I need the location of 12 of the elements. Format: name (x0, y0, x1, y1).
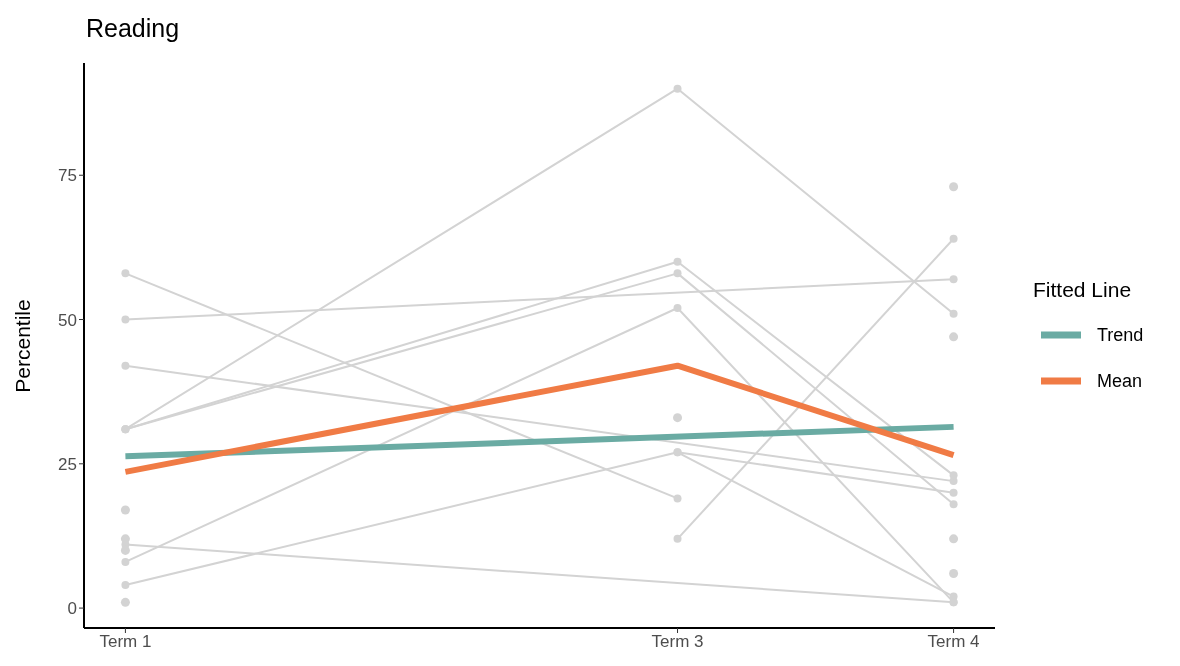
legend-label: Trend (1097, 324, 1144, 346)
x-tick-label: Term 1 (99, 632, 152, 652)
y-axis-title: Percentile (11, 299, 34, 393)
y-tick-label: 50 (58, 310, 77, 330)
legend-label: Mean (1097, 370, 1143, 392)
chart-title: Reading (86, 14, 180, 43)
x-tick-label: Term 4 (927, 632, 980, 652)
y-tick-label: 75 (58, 166, 77, 186)
x-tick-label: Term 3 (651, 632, 704, 652)
y-tick-label: 0 (67, 599, 77, 619)
y-tick-label: 25 (58, 454, 77, 474)
legend-title: Fitted Line (1033, 278, 1133, 302)
